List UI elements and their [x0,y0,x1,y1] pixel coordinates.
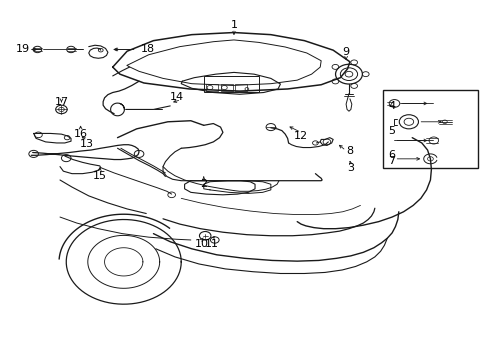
Text: 16: 16 [74,129,87,139]
Bar [220,84,232,91]
Text: 7: 7 [388,156,395,166]
Text: 17: 17 [54,98,68,107]
Text: 14: 14 [169,92,183,102]
Text: 3: 3 [346,163,354,173]
Bar [203,76,258,92]
Text: 18: 18 [141,45,154,54]
Text: 19: 19 [16,45,30,54]
Bar [234,84,246,91]
Text: 9: 9 [342,47,349,57]
Text: 5: 5 [388,126,395,136]
Bar [206,84,218,91]
Text: 2: 2 [200,179,207,189]
Text: 12: 12 [293,131,307,141]
Text: 4: 4 [388,101,395,111]
Text: 1: 1 [230,20,237,30]
Text: 15: 15 [93,171,106,181]
Text: 11: 11 [204,239,219,248]
Bar [382,90,477,168]
Text: 13: 13 [80,139,94,149]
Text: 8: 8 [346,146,353,156]
Text: 10: 10 [194,239,208,248]
Text: 6: 6 [388,150,395,159]
